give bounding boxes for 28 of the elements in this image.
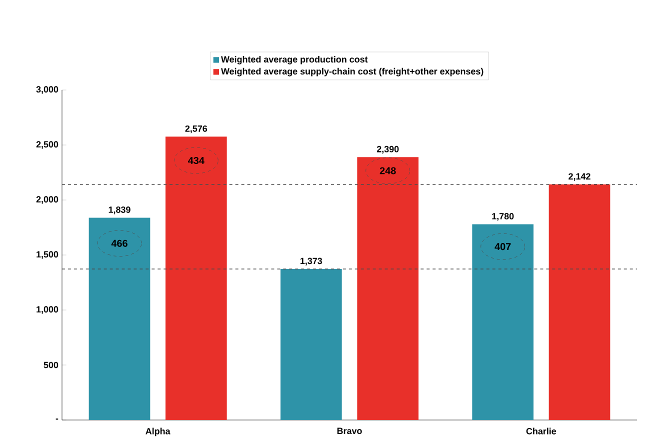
bar <box>280 268 342 420</box>
data-label: 1,839 <box>108 206 130 214</box>
bar <box>357 157 419 420</box>
y-tick-label: 500 <box>44 362 58 368</box>
data-label: 2,576 <box>185 125 208 134</box>
y-tick-label: 3,000 <box>36 86 58 94</box>
bar <box>88 218 150 420</box>
bar <box>548 184 610 420</box>
data-label: 1,780 <box>492 213 514 221</box>
y-tick-label: 1,500 <box>36 251 58 259</box>
annotation: 466 <box>111 240 128 247</box>
bar <box>472 224 534 420</box>
annotation: 248 <box>380 167 396 174</box>
annotation: 434 <box>188 156 204 164</box>
data-label: 1,373 <box>300 258 322 266</box>
y-tick-label: 2,500 <box>36 141 58 149</box>
y-tick-label: 1,000 <box>36 306 58 314</box>
x-tick-label: Bravo <box>337 428 362 434</box>
x-tick-label: Charlie <box>526 428 556 434</box>
legend-label: Weighted average production cost <box>221 56 368 64</box>
legend-label: Weighted average supply-chain cost (freight+other expenses) <box>221 68 484 76</box>
y-tick-label: - <box>56 418 58 420</box>
annotation: 407 <box>494 243 511 250</box>
x-tick-label: Alpha <box>146 428 170 436</box>
data-label: 2,142 <box>568 173 590 181</box>
y-tick-label: 2,000 <box>36 196 58 204</box>
bar <box>166 136 227 420</box>
data-label: 2,390 <box>376 146 399 154</box>
